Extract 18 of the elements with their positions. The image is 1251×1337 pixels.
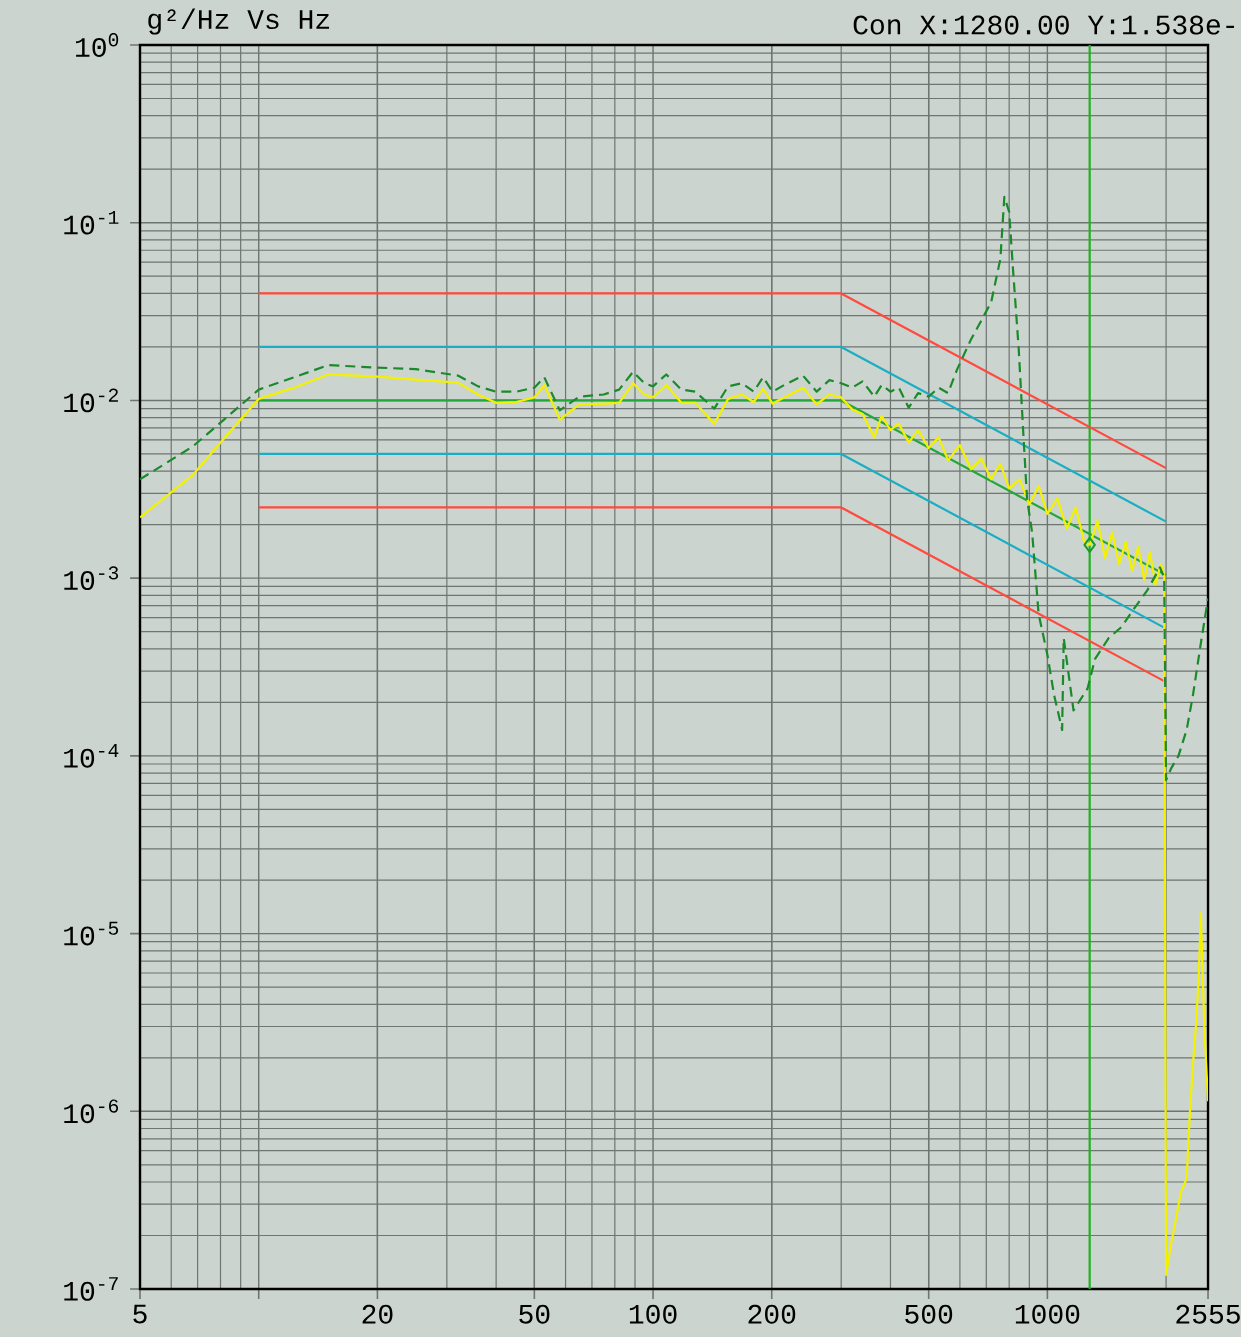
x-tick-label: 200 xyxy=(748,1304,796,1324)
y-tick-label: 10$^{-5}$ xyxy=(64,921,119,946)
x-tick-label: 2555 xyxy=(1176,1304,1240,1324)
y-tick-label: 10$^{-6}$ xyxy=(64,1099,119,1124)
y-tick-label: 10$^{0}$ xyxy=(76,33,119,57)
y-tick-label: 10$^{-3}$ xyxy=(64,566,119,591)
x-tick-label: 1000 xyxy=(1015,1304,1080,1324)
y-tick-label: 10$^{-2}$ xyxy=(64,388,118,413)
x-tick-label: 500 xyxy=(905,1304,953,1324)
y-tick-label: 10$^{-1}$ xyxy=(64,210,119,235)
chart-title: g²/Hz Vs Hz xyxy=(148,8,330,35)
x-tick-label: 100 xyxy=(629,1304,677,1324)
x-tick-label: 5 xyxy=(133,1304,147,1324)
x-tick-label: 50 xyxy=(519,1304,550,1324)
x-tick-label: 20 xyxy=(362,1304,393,1324)
y-tick-label: 10$^{-7}$ xyxy=(64,1277,118,1301)
text: Con X:1280.00 Y:1.538e- xyxy=(853,15,1234,35)
y-tick-label: 10$^{-4}$ xyxy=(64,744,119,768)
